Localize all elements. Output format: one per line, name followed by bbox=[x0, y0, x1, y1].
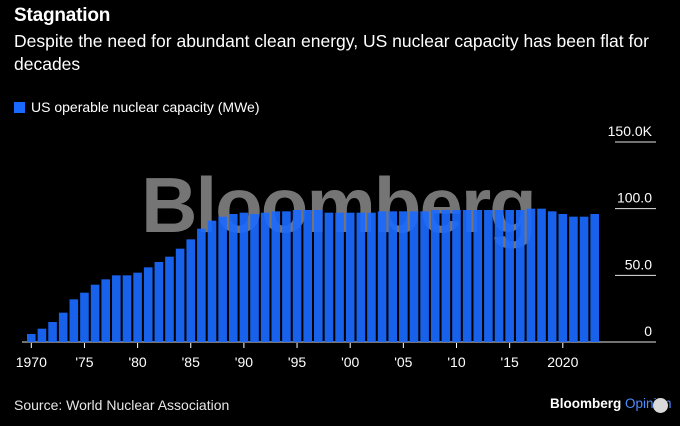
bar bbox=[197, 228, 206, 342]
bar bbox=[462, 210, 472, 342]
x-tick-label: 2020 bbox=[547, 354, 578, 370]
bar bbox=[420, 211, 429, 342]
bar bbox=[133, 272, 142, 342]
x-tick-label: '85 bbox=[182, 354, 200, 370]
bar bbox=[80, 292, 89, 342]
bar bbox=[27, 334, 36, 342]
bar bbox=[590, 214, 599, 342]
x-tick-label: 1970 bbox=[16, 354, 47, 370]
bar bbox=[165, 256, 174, 342]
legend-swatch bbox=[14, 101, 25, 113]
bar bbox=[260, 212, 270, 342]
legend-label: US operable nuclear capacity (MWe) bbox=[31, 99, 260, 115]
bar bbox=[441, 210, 451, 342]
bar bbox=[314, 210, 323, 342]
bar bbox=[324, 212, 334, 342]
bar bbox=[292, 210, 302, 342]
y-tick-label: 0 bbox=[644, 323, 652, 339]
y-tick-label: 100.0 bbox=[617, 190, 652, 206]
bar bbox=[112, 275, 121, 342]
bar bbox=[494, 210, 504, 342]
bar bbox=[250, 214, 259, 342]
bar bbox=[367, 212, 376, 342]
bar bbox=[228, 214, 238, 342]
bar bbox=[282, 211, 291, 342]
bar bbox=[399, 211, 408, 342]
bar bbox=[409, 211, 419, 342]
bar bbox=[526, 208, 536, 342]
bar bbox=[537, 208, 546, 342]
bar bbox=[303, 210, 312, 342]
bar bbox=[515, 210, 525, 342]
bar bbox=[345, 212, 355, 342]
bar bbox=[239, 212, 249, 342]
bar bbox=[101, 279, 111, 342]
bar bbox=[90, 284, 100, 342]
bar bbox=[569, 216, 578, 342]
x-tick-label: '15 bbox=[501, 354, 519, 370]
x-tick-label: '05 bbox=[394, 354, 412, 370]
bar bbox=[579, 216, 589, 342]
bar bbox=[186, 239, 196, 342]
bar bbox=[558, 214, 568, 342]
x-tick-label: '00 bbox=[341, 354, 359, 370]
bar bbox=[175, 248, 185, 342]
y-tick-label: 150.0K bbox=[608, 123, 653, 139]
legend: US operable nuclear capacity (MWe) bbox=[14, 99, 260, 115]
bar bbox=[218, 216, 227, 342]
bar bbox=[547, 211, 557, 342]
bar bbox=[69, 299, 79, 342]
chart-title: Stagnation bbox=[14, 5, 111, 26]
bar bbox=[473, 210, 483, 342]
bar bbox=[143, 267, 153, 342]
y-tick-label: 50.0 bbox=[625, 256, 652, 272]
bar bbox=[452, 210, 461, 342]
bar bbox=[207, 220, 217, 342]
bar bbox=[484, 210, 493, 342]
bar bbox=[335, 212, 344, 342]
bar bbox=[430, 210, 440, 342]
bar bbox=[154, 262, 164, 342]
brand-name: Bloomberg bbox=[550, 396, 622, 411]
bar bbox=[505, 210, 514, 342]
x-tick-label: '75 bbox=[75, 354, 93, 370]
bar bbox=[271, 211, 281, 342]
chart-subtitle: Despite the need for abundant clean ener… bbox=[14, 31, 649, 74]
bar bbox=[48, 322, 57, 342]
bar bbox=[122, 275, 132, 342]
brand-badge-icon bbox=[653, 398, 668, 413]
bar bbox=[388, 211, 398, 342]
bar bbox=[377, 211, 387, 342]
x-tick-label: '90 bbox=[235, 354, 253, 370]
bar bbox=[37, 328, 47, 342]
bar bbox=[58, 312, 68, 342]
x-tick-label: '95 bbox=[288, 354, 306, 370]
x-tick-label: '10 bbox=[447, 354, 465, 370]
source-note: Source: World Nuclear Association bbox=[14, 397, 230, 413]
bar bbox=[356, 212, 366, 342]
x-tick-label: '80 bbox=[128, 354, 146, 370]
